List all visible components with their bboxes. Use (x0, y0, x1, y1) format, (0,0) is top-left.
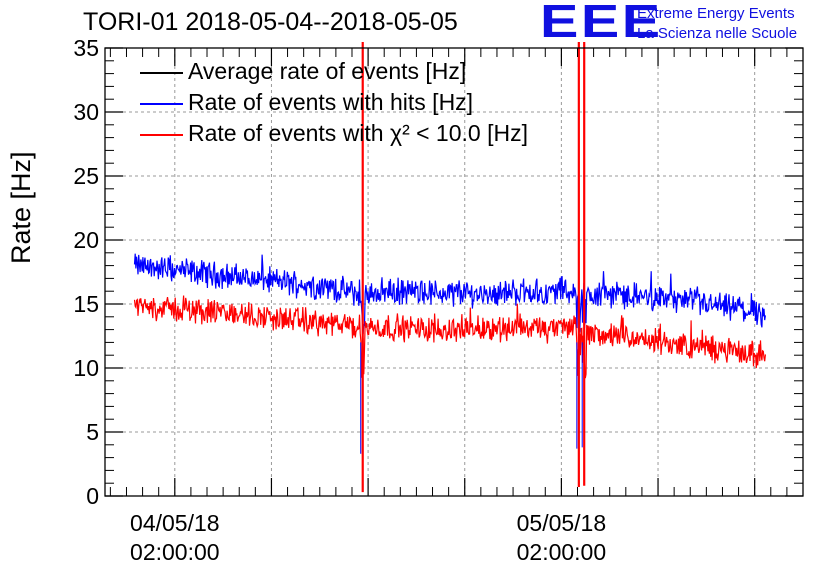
legend-swatch (140, 103, 183, 105)
chart-series (133, 42, 766, 493)
series-line-hits (133, 253, 766, 334)
chart-axes: 0 5 10 15 20 25 30 35 04/05/18 02:00:00 05/05/18 02… (73, 35, 804, 565)
x-tick-label-time: 02:00:00 (517, 539, 607, 565)
chart-title: TORI-01 2018-05-04--2018-05-05 (83, 8, 458, 36)
y-tick-label: 10 (73, 355, 99, 381)
plot-frame (104, 47, 804, 497)
y-axis-label: Rate [Hz] (6, 151, 36, 264)
y-tick-label: 25 (73, 163, 99, 189)
y-tick-label: 5 (86, 419, 99, 445)
legend-label: Average rate of events [Hz] (188, 58, 467, 84)
y-tick-label: 15 (73, 291, 99, 317)
y-tick-label: 0 (86, 483, 99, 509)
series-line-chi2 (133, 295, 766, 379)
legend-swatch (140, 72, 183, 74)
logo-mark: EEE (540, 0, 663, 47)
y-axis-label-wrap: Rate [Hz] (6, 151, 36, 264)
x-tick-label-date: 04/05/18 (130, 510, 220, 536)
logo-line-1: Extreme Energy Events (637, 5, 795, 22)
x-tick-label-date: 05/05/18 (517, 510, 607, 536)
y-tick-label: 20 (73, 227, 99, 253)
logo-line-2: La Scienza nelle Scuole (637, 25, 798, 42)
y-tick-label: 30 (73, 99, 99, 125)
legend-swatch (140, 134, 183, 136)
legend-label: Rate of events with hits [Hz] (188, 89, 474, 115)
legend-label: Rate of events with χ² < 10.0 [Hz] (188, 120, 528, 146)
x-tick-label-time: 02:00:00 (130, 539, 220, 565)
y-tick-label: 35 (73, 35, 99, 61)
